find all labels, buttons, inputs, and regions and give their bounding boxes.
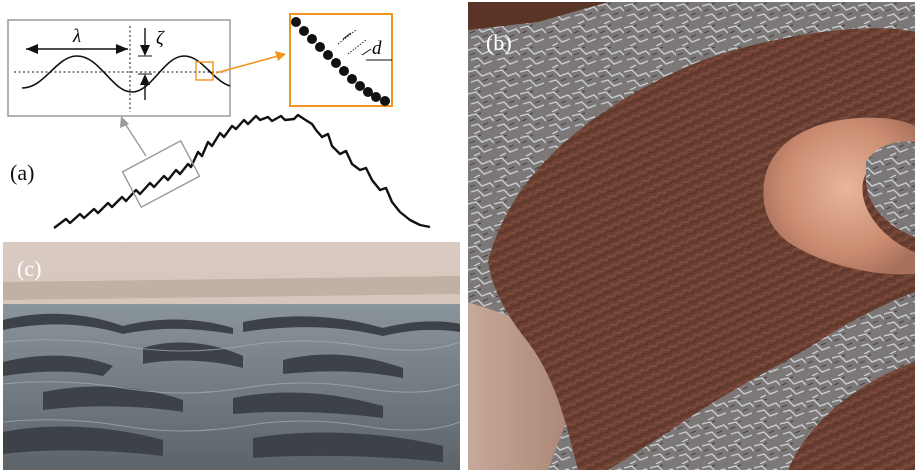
- grain-zoom-marker: [195, 61, 214, 81]
- grain-chain: [291, 17, 390, 106]
- amplitude-arrowhead-top: [140, 45, 150, 56]
- dune-profile: [53, 113, 431, 229]
- panel-a-label: (a): [10, 160, 35, 185]
- grain-diameter-symbol: d: [372, 38, 382, 59]
- dune-shadow: [253, 432, 443, 462]
- dune-zoom-marker: [121, 139, 201, 209]
- grain: [331, 58, 341, 68]
- sand-patch: [468, 302, 578, 470]
- panel-c-svg: [3, 242, 460, 470]
- distant-ridge: [3, 276, 460, 300]
- grain-diameter-guide: [337, 29, 357, 45]
- dune-fragment-top: [468, 2, 608, 30]
- dune-shadow: [43, 386, 183, 412]
- dune-zoom-arrowhead: [120, 116, 129, 128]
- interdune-bedrock: [866, 141, 915, 237]
- dune-fragment-right: [788, 362, 915, 470]
- dune-shadow: [3, 426, 163, 456]
- dune-shadow: [3, 355, 113, 376]
- amplitude-symbol: ζ: [156, 28, 165, 49]
- dune-shadow: [283, 354, 403, 378]
- grain: [380, 96, 390, 106]
- wavelength-arrowhead-right: [116, 44, 128, 54]
- grain: [323, 50, 333, 60]
- grain: [291, 17, 301, 27]
- grain: [371, 92, 381, 102]
- grain: [339, 66, 349, 76]
- dune-shadow: [233, 392, 383, 418]
- panel-c-label: (c): [17, 256, 42, 281]
- ripple-texture: [3, 339, 460, 432]
- grain: [347, 74, 357, 84]
- grain-diameter-arrow: [342, 32, 352, 40]
- grain: [307, 34, 317, 44]
- grain: [363, 87, 373, 97]
- grain: [355, 81, 365, 91]
- dune-crests: [3, 313, 460, 462]
- wavelength-frame: [7, 19, 231, 117]
- wavelength-symbol: λ: [72, 26, 81, 47]
- dune-shadow: [3, 313, 233, 334]
- amplitude-arrowhead-bottom: [140, 74, 150, 85]
- ripple-wave: [21, 55, 231, 93]
- panel-a-schematic: λ ζ: [0, 0, 462, 240]
- grain: [299, 26, 309, 36]
- grain: [315, 42, 325, 52]
- panel-c-ground-photo: (c): [3, 242, 460, 470]
- grain-diameter-guide: [347, 39, 367, 55]
- panel-b-aerial-photo: (b): [468, 2, 915, 470]
- wavelength-arrowhead-left: [26, 44, 38, 54]
- zoom-arrow: [215, 55, 279, 74]
- panel-b-label: (b): [486, 30, 512, 55]
- dune-shadow: [243, 316, 460, 336]
- panel-b-svg: [468, 2, 915, 470]
- zoom-arrowhead: [275, 51, 286, 61]
- panel-a-svg: λ ζ: [7, 13, 431, 229]
- grain-diameter-arrow: [361, 48, 372, 56]
- dune-zoom-arrow: [123, 121, 147, 157]
